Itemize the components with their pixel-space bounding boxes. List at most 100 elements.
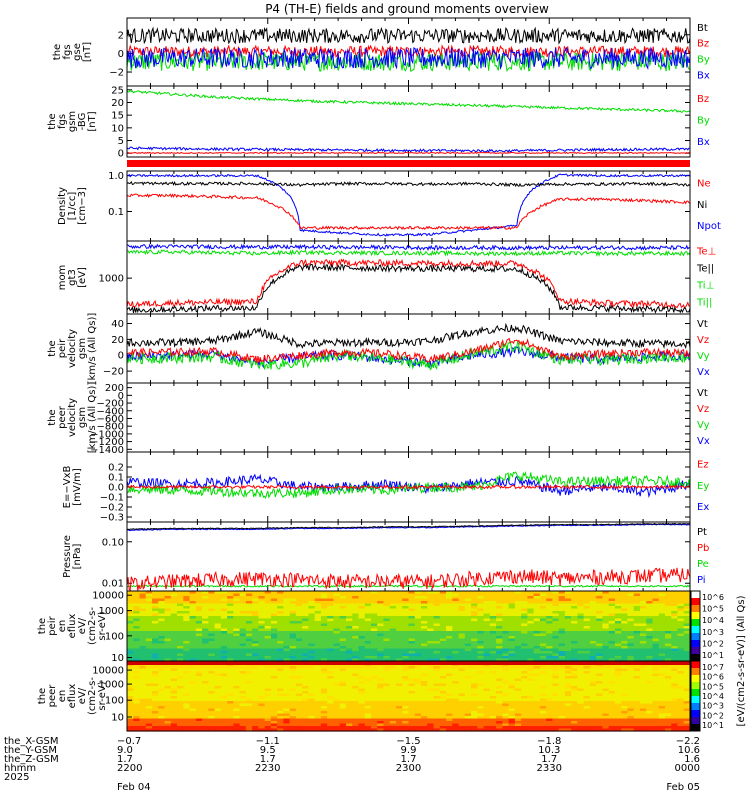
spectro-cell [183, 676, 191, 680]
spectro-cell [202, 678, 209, 682]
spectro-cell [633, 623, 641, 627]
spectro-cell [583, 688, 591, 692]
spectro-cell [483, 653, 491, 657]
spectro-cell [283, 696, 291, 700]
spectro-cell [521, 708, 528, 712]
spectro-cell [402, 708, 410, 712]
spectro-cell [621, 666, 629, 670]
spectro-cell [183, 601, 191, 605]
spectro-cell [602, 696, 610, 700]
spectro-cell [283, 618, 291, 622]
spectro-cell [314, 691, 322, 695]
spectro-cell [433, 636, 441, 640]
spectro-cell [683, 646, 691, 650]
spectro-cell [339, 701, 347, 705]
spectro-cell [521, 611, 528, 615]
spectro-cell [220, 683, 228, 687]
spectro-cell [546, 693, 553, 697]
spectro-cell [427, 593, 435, 597]
spectro-cell [170, 643, 178, 647]
spectro-cell [402, 638, 410, 642]
spectro-cell [302, 676, 310, 680]
spectro-cell [533, 701, 541, 705]
spectro-cell [677, 663, 685, 667]
spectro-cell [508, 663, 516, 667]
spectro-cell [602, 611, 610, 615]
spectro-cell [314, 598, 322, 602]
spectro-cell [264, 601, 272, 605]
spectro-cell [664, 638, 672, 642]
spectro-cell [527, 643, 535, 647]
spectro-cell [452, 623, 460, 627]
spectro-cell [608, 596, 616, 600]
spectro-cell [364, 653, 372, 657]
spectro-cell [571, 648, 578, 652]
spectro-cell [127, 613, 134, 617]
spectro-cell [521, 646, 528, 650]
spectro-cell [421, 616, 428, 620]
ytick-label: 20 [111, 335, 124, 346]
spectro-cell [220, 673, 228, 677]
ylabel-line: peir [47, 615, 58, 635]
spectro-cell [239, 681, 247, 685]
spectro-cell [202, 616, 209, 620]
spectro-cell [383, 591, 391, 595]
spectro-cell [458, 601, 466, 605]
spectro-cell [433, 596, 441, 600]
spectro-cell [446, 681, 453, 685]
spectro-cell [677, 638, 685, 642]
spectro-cell [270, 663, 278, 667]
spectro-cell [577, 631, 585, 635]
spectro-cell [633, 676, 641, 680]
spectro-cell [370, 693, 378, 697]
spectro-cell [489, 616, 497, 620]
spectro-cell [464, 658, 472, 662]
spectro-cell [427, 598, 435, 602]
spectro-cell [227, 648, 234, 652]
spectro-cell [571, 628, 578, 632]
spectro-cell [571, 606, 578, 610]
spectro-cell [558, 638, 566, 642]
spectro-cell [408, 628, 416, 632]
spectro-cell [464, 628, 472, 632]
spectro-cell [464, 681, 472, 685]
spectro-cell [164, 623, 172, 627]
spectro-cell [164, 631, 172, 635]
spectro-cell [270, 691, 278, 695]
spectro-cell [152, 646, 159, 650]
spectro-cell [383, 688, 391, 692]
spectro-cell [208, 596, 216, 600]
spectro-cell [408, 668, 416, 672]
spectro-cell [389, 686, 397, 690]
spectro-cell [583, 671, 591, 675]
spectro-cell [477, 663, 485, 667]
spectro-cell [220, 681, 228, 685]
spectro-cell [633, 701, 641, 705]
spectro-cell [527, 693, 535, 697]
spectro-cell [533, 693, 541, 697]
spectro-cell [421, 633, 428, 637]
spectro-cell [314, 628, 322, 632]
spectro-cell [458, 656, 466, 660]
spectro-cell [533, 591, 541, 595]
spectro-cell [377, 643, 385, 647]
spectro-cell [627, 648, 635, 652]
spectro-cell [152, 668, 159, 672]
spectro-cell [483, 703, 491, 707]
spectro-cell [596, 693, 604, 697]
spectro-cell [527, 621, 535, 625]
spectro-cell [671, 651, 679, 655]
spectro-cell [602, 658, 610, 662]
spectro-cell [677, 648, 685, 652]
spectro-cell [571, 626, 578, 630]
spectro-cell [683, 631, 691, 635]
spectro-cell [664, 691, 672, 695]
spectro-cell [389, 638, 397, 642]
spectro-cell [539, 603, 547, 607]
spectro-cell [421, 628, 428, 632]
spectro-cell [496, 671, 503, 675]
spectro-cell [646, 623, 654, 627]
spectro-cell [477, 708, 485, 712]
spectro-cell [308, 666, 316, 670]
spectro-cell [283, 591, 291, 595]
